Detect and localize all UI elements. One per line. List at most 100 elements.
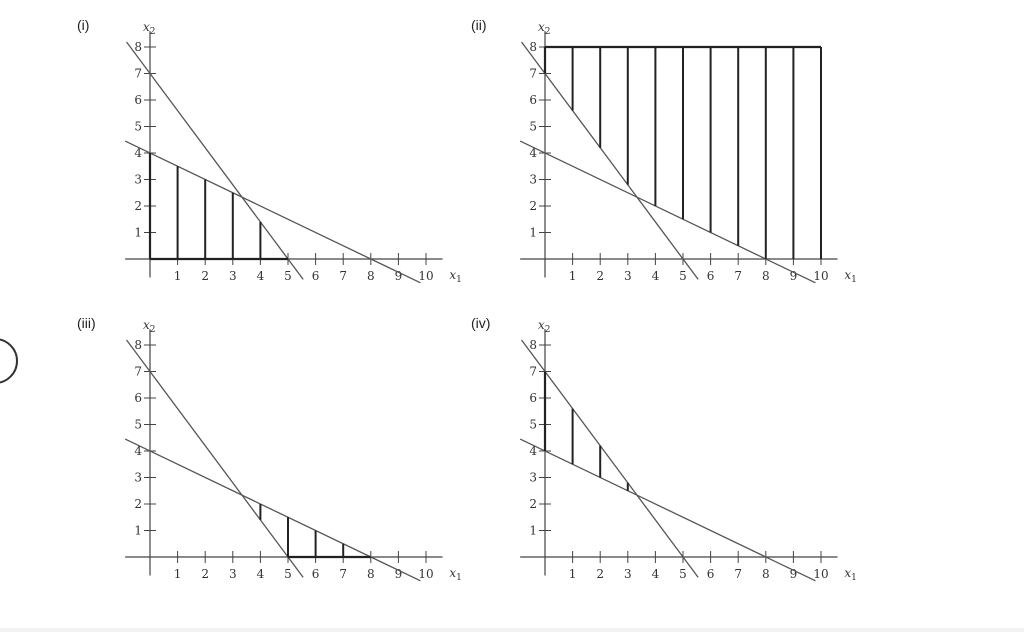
x-tick-label: 3 xyxy=(229,269,237,283)
x-tick-label: 10 xyxy=(813,567,828,581)
y-tick-label: 2 xyxy=(529,199,537,213)
x-axis-label: x1 xyxy=(844,566,857,583)
graph-iv: 1 2 3 4 5 6 7 8 9 10 1 2 3 4 5 6 7 8 x1 x2 xyxy=(519,318,857,583)
x-tick-label: 5 xyxy=(284,269,292,283)
y-tick-label: 5 xyxy=(529,120,537,134)
y-axis-label: x2 xyxy=(538,318,551,335)
y-tick-label: 3 xyxy=(134,471,142,485)
panel-label-iv: (iv) xyxy=(471,315,491,331)
x-axis-label-sub: 1 xyxy=(456,573,462,583)
x-tick-label: 1 xyxy=(569,567,577,581)
y-tick-label: 4 xyxy=(134,444,142,458)
y-tick-label: 1 xyxy=(529,524,537,538)
x-tick-label: 8 xyxy=(762,269,770,283)
y-tick-label: 2 xyxy=(134,497,142,511)
x-tick-label: 8 xyxy=(367,269,375,283)
x-tick-label: 6 xyxy=(707,567,715,581)
x-axis-label-sub: 1 xyxy=(851,275,857,285)
x-tick-label: 6 xyxy=(312,269,320,283)
y-tick-label: 3 xyxy=(134,173,142,187)
x-tick-label: 8 xyxy=(762,567,770,581)
y-tick-label: 4 xyxy=(529,146,537,160)
y-tick-label: 2 xyxy=(134,199,142,213)
y-tick-label: 8 xyxy=(134,338,142,352)
y-tick-label: 8 xyxy=(529,40,537,54)
y-tick-label: 7 xyxy=(529,365,537,379)
y-tick-label: 3 xyxy=(529,173,537,187)
x-tick-label: 2 xyxy=(596,269,604,283)
graph-ii: 1 2 3 4 5 6 7 8 9 10 1 2 3 4 5 6 7 8 x1 x2 xyxy=(519,20,857,285)
x-tick-label: 10 xyxy=(418,567,433,581)
y-tick-label: 8 xyxy=(529,338,537,352)
y-axis-label-sub: 2 xyxy=(545,27,551,37)
x-tick-label: 9 xyxy=(790,567,798,581)
x-tick-label: 8 xyxy=(367,567,375,581)
x-tick-label: 2 xyxy=(596,567,604,581)
panel-label-i: (i) xyxy=(77,17,90,33)
x-tick-label: 7 xyxy=(734,567,742,581)
x-axis-label: x1 xyxy=(449,566,462,583)
x-tick-label: 7 xyxy=(339,269,347,283)
x-tick-label: 5 xyxy=(284,567,292,581)
y-tick-label: 5 xyxy=(134,120,142,134)
x-tick-label: 3 xyxy=(624,269,632,283)
y-tick-label: 5 xyxy=(134,418,142,432)
x-axis-label: x1 xyxy=(449,268,462,285)
x-tick-label: 5 xyxy=(679,269,687,283)
x-tick-label: 9 xyxy=(395,269,403,283)
x-tick-label: 6 xyxy=(312,567,320,581)
panel-label-iii: (iii) xyxy=(77,315,96,331)
x-tick-label: 2 xyxy=(201,269,209,283)
y-axis-label-sub: 2 xyxy=(545,325,551,335)
x-tick-label: 9 xyxy=(395,567,403,581)
x-tick-label: 7 xyxy=(339,567,347,581)
y-tick-label: 1 xyxy=(134,524,142,538)
x-tick-label: 10 xyxy=(418,269,433,283)
y-axis-label: x2 xyxy=(143,20,156,37)
y-tick-label: 4 xyxy=(134,146,142,160)
y-tick-label: 4 xyxy=(529,444,537,458)
y-tick-label: 6 xyxy=(134,93,142,107)
y-axis-label: x2 xyxy=(538,20,551,37)
constraint-line-steep xyxy=(521,339,699,578)
x-tick-label: 10 xyxy=(813,269,828,283)
y-tick-label: 5 xyxy=(529,418,537,432)
x-tick-label: 4 xyxy=(257,269,265,283)
y-tick-label: 6 xyxy=(134,391,142,405)
y-axis-label: x2 xyxy=(143,318,156,335)
x-axis-label-sub: 1 xyxy=(851,573,857,583)
graph-iii: 1 2 3 4 5 6 7 8 9 10 1 2 3 4 5 6 7 8 x1 x2 xyxy=(124,318,462,583)
constraint-line-steep xyxy=(521,41,699,280)
y-axis-label-sub: 2 xyxy=(150,27,156,37)
y-tick-label: 8 xyxy=(134,40,142,54)
y-tick-label: 6 xyxy=(529,93,537,107)
x-tick-label: 3 xyxy=(624,567,632,581)
x-tick-label: 4 xyxy=(257,567,265,581)
y-tick-label: 1 xyxy=(134,226,142,240)
constraint-line-steep xyxy=(126,339,304,578)
y-tick-label: 1 xyxy=(529,226,537,240)
constraint-line-shallow xyxy=(519,140,816,284)
x-tick-label: 5 xyxy=(679,567,687,581)
x-tick-label: 4 xyxy=(652,269,660,283)
graph-i: 1 2 3 4 5 6 7 8 9 10 1 2 3 4 5 6 7 8 x1 x2 xyxy=(124,20,462,285)
y-tick-label: 2 xyxy=(529,497,537,511)
y-tick-label: 7 xyxy=(134,67,142,81)
x-tick-label: 1 xyxy=(174,269,182,283)
panel-label-ii: (ii) xyxy=(471,17,487,33)
x-tick-label: 4 xyxy=(652,567,660,581)
y-tick-label: 6 xyxy=(529,391,537,405)
y-tick-label: 7 xyxy=(134,365,142,379)
constraint-line-shallow xyxy=(124,438,421,582)
x-tick-label: 9 xyxy=(790,269,798,283)
constraint-line-shallow xyxy=(519,438,816,582)
x-tick-label: 2 xyxy=(201,567,209,581)
y-tick-label: 7 xyxy=(529,67,537,81)
x-tick-label: 3 xyxy=(229,567,237,581)
bottom-divider xyxy=(0,628,1024,632)
x-tick-label: 1 xyxy=(569,269,577,283)
x-tick-label: 1 xyxy=(174,567,182,581)
x-tick-label: 6 xyxy=(707,269,715,283)
x-tick-label: 7 xyxy=(734,269,742,283)
